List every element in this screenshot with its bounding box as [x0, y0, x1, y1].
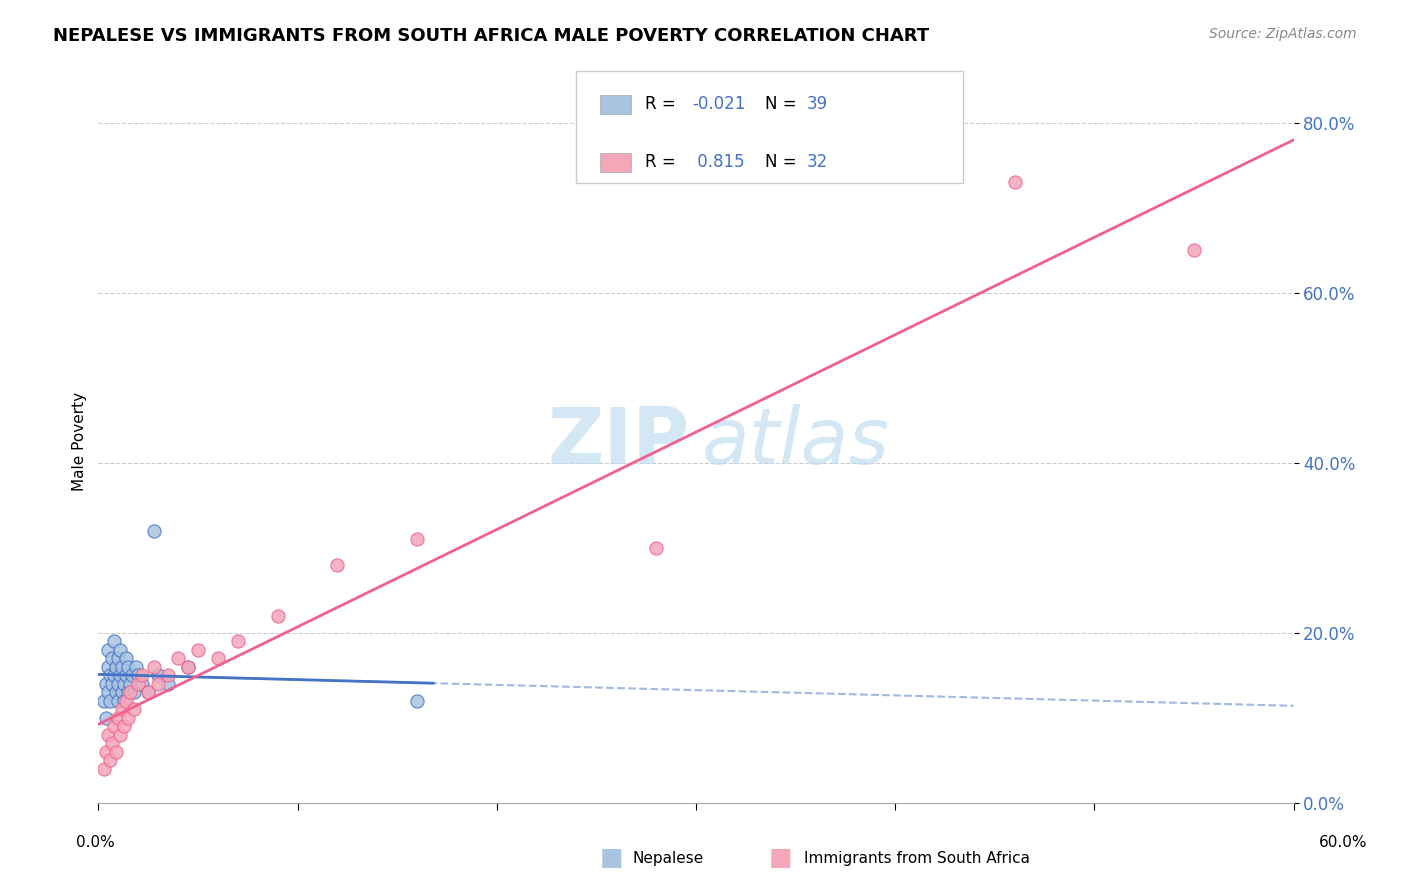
Point [112, 677, 135, 691]
Point [105, 745, 128, 759]
Point [101, 736, 124, 750]
Point [131, 677, 153, 691]
Point [1182, 244, 1205, 258]
Point [97, 642, 120, 657]
Point [98, 668, 122, 682]
Point [93, 694, 115, 708]
Point [117, 685, 139, 699]
Point [96, 677, 118, 691]
Point [326, 558, 349, 572]
Point [207, 651, 229, 665]
Point [406, 694, 429, 708]
Text: 39: 39 [807, 95, 828, 113]
Text: ■: ■ [769, 847, 792, 870]
Text: R =: R = [645, 95, 682, 113]
Point [101, 677, 124, 691]
Text: 0.0%: 0.0% [76, 836, 115, 850]
Point [98, 753, 122, 767]
Point [136, 685, 159, 699]
Point [121, 668, 143, 682]
Point [101, 651, 124, 665]
Point [111, 660, 134, 674]
Point [127, 668, 149, 682]
Text: -0.021: -0.021 [692, 95, 745, 113]
Point [1004, 175, 1026, 189]
Point [96, 745, 118, 759]
Y-axis label: Male Poverty: Male Poverty [72, 392, 87, 491]
Point [187, 642, 209, 657]
Point [97, 660, 120, 674]
Point [120, 685, 142, 699]
Point [115, 651, 138, 665]
Point [131, 668, 153, 682]
Point [103, 668, 125, 682]
Text: ■: ■ [600, 847, 623, 870]
Point [105, 685, 128, 699]
Point [103, 719, 125, 733]
Text: N =: N = [765, 95, 801, 113]
Point [112, 719, 135, 733]
Point [117, 660, 139, 674]
Point [93, 762, 115, 776]
Point [98, 694, 122, 708]
Point [177, 660, 200, 674]
Point [143, 660, 166, 674]
Point [103, 634, 125, 648]
Point [96, 711, 118, 725]
Text: R =: R = [645, 153, 682, 171]
Point [115, 694, 138, 708]
Point [124, 702, 146, 716]
Point [111, 702, 134, 716]
Point [107, 651, 129, 665]
Text: N =: N = [765, 153, 801, 171]
Point [105, 660, 128, 674]
Point [117, 711, 139, 725]
Point [406, 533, 429, 547]
Text: Nepalese: Nepalese [633, 851, 704, 865]
Point [97, 685, 120, 699]
Text: atlas: atlas [702, 403, 890, 480]
Text: 0.815: 0.815 [692, 153, 744, 171]
Point [110, 642, 132, 657]
Point [127, 677, 149, 691]
Text: ZIP: ZIP [548, 403, 690, 480]
Point [107, 711, 129, 725]
Point [115, 668, 138, 682]
Text: 32: 32 [807, 153, 828, 171]
Point [97, 728, 120, 742]
Point [107, 677, 129, 691]
Point [111, 685, 134, 699]
Point [148, 668, 170, 682]
Point [167, 651, 190, 665]
Point [120, 677, 142, 691]
Point [226, 634, 249, 648]
Point [107, 694, 129, 708]
Text: 60.0%: 60.0% [1319, 836, 1367, 850]
Point [143, 524, 166, 538]
Point [148, 677, 170, 691]
Point [125, 660, 148, 674]
Point [136, 685, 159, 699]
Text: Source: ZipAtlas.com: Source: ZipAtlas.com [1209, 27, 1357, 41]
Text: NEPALESE VS IMMIGRANTS FROM SOUTH AFRICA MALE POVERTY CORRELATION CHART: NEPALESE VS IMMIGRANTS FROM SOUTH AFRICA… [53, 27, 929, 45]
Point [645, 541, 668, 555]
Point [177, 660, 200, 674]
Point [110, 668, 132, 682]
Point [267, 608, 290, 623]
Point [110, 728, 132, 742]
Point [157, 668, 180, 682]
Text: Immigrants from South Africa: Immigrants from South Africa [804, 851, 1031, 865]
Point [124, 685, 146, 699]
Point [112, 694, 135, 708]
Point [157, 677, 180, 691]
